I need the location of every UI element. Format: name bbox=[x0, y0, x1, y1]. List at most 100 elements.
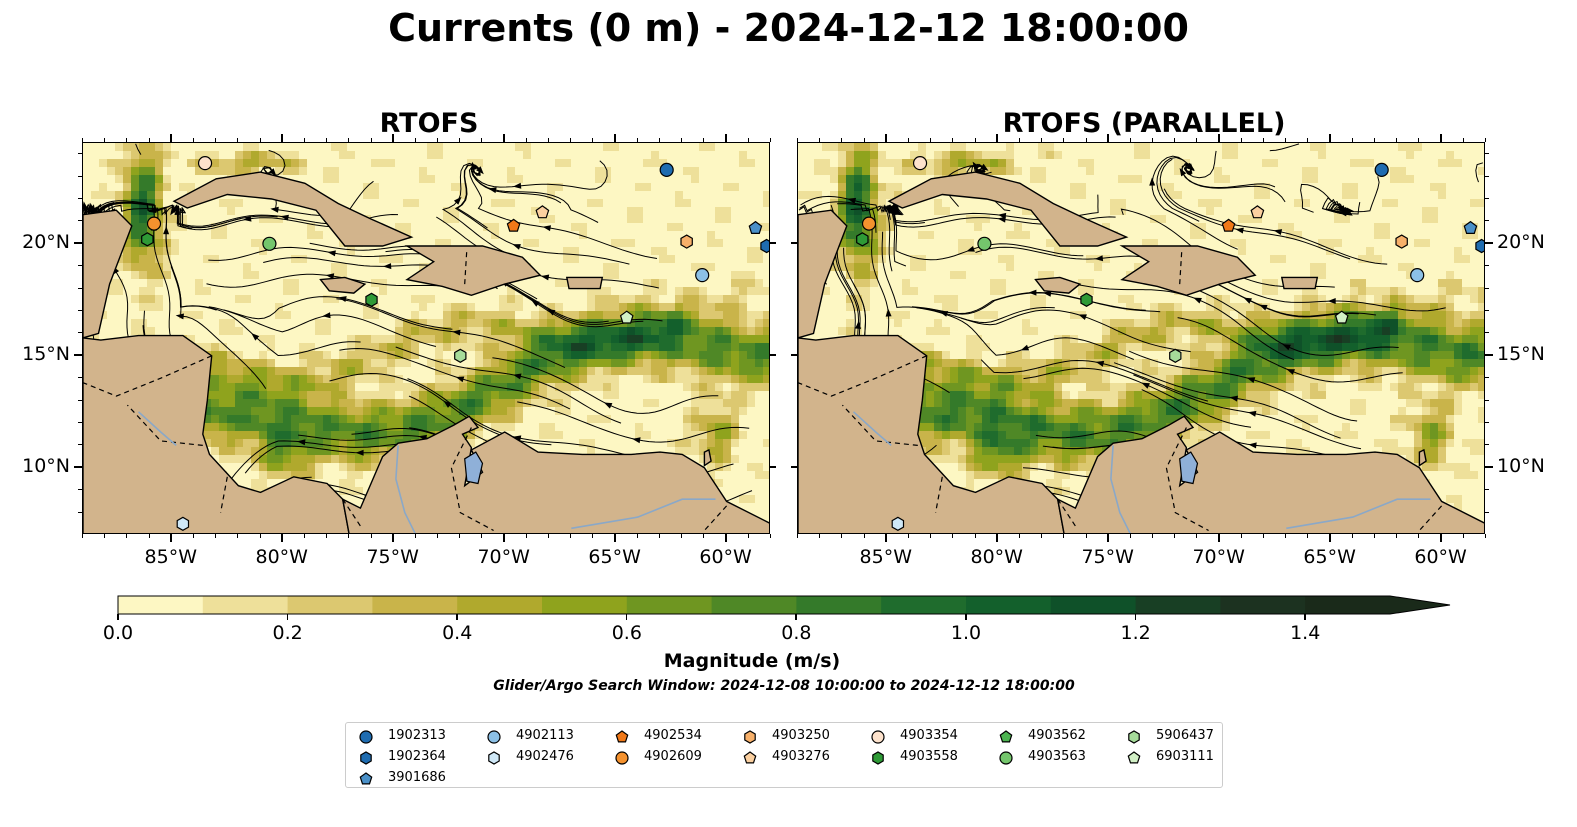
lat-minor-tick-right bbox=[1485, 153, 1489, 155]
lon-minor-tick bbox=[503, 534, 505, 538]
lon-minor-tick bbox=[1285, 534, 1287, 538]
country-borders bbox=[798, 248, 1443, 532]
lon-minor-tick-top bbox=[570, 138, 572, 142]
float-3901686 bbox=[748, 220, 763, 235]
float-5906437 bbox=[1169, 348, 1182, 363]
colorbar-extend-arrow bbox=[1390, 596, 1450, 614]
float-6903111 bbox=[1334, 310, 1349, 324]
lon-minor-tick bbox=[1485, 534, 1486, 538]
lon-minor-tick bbox=[437, 534, 439, 538]
lon-minor-tick bbox=[996, 534, 998, 538]
lat-minor-tick bbox=[78, 422, 82, 423]
lon-minor-tick-top bbox=[148, 138, 150, 142]
lat-minor-tick bbox=[78, 511, 82, 513]
lon-tick-mark bbox=[995, 534, 998, 542]
land-lesser bbox=[703, 448, 712, 467]
land-southam bbox=[341, 415, 769, 533]
lon-minor-tick bbox=[525, 534, 527, 538]
lon-minor-tick-top bbox=[703, 138, 705, 142]
lon-minor-tick-top bbox=[1307, 138, 1309, 142]
lat-minor-tick bbox=[78, 399, 82, 401]
lon-minor-tick bbox=[681, 534, 683, 538]
land-jamaica bbox=[319, 276, 367, 294]
lon-minor-tick-top bbox=[885, 138, 887, 142]
lon-minor-tick-top bbox=[370, 138, 372, 142]
lon-minor-tick-top bbox=[481, 138, 483, 142]
lon-minor-tick bbox=[192, 534, 194, 538]
lon-minor-tick bbox=[148, 534, 150, 538]
lon-minor-tick-top bbox=[841, 138, 843, 142]
lake-maracaibo bbox=[1179, 451, 1199, 485]
lon-minor-tick-top bbox=[1152, 138, 1154, 142]
lat-minor-tick-right bbox=[1485, 265, 1489, 267]
lon-minor-tick bbox=[215, 534, 217, 538]
lon-minor-tick bbox=[1396, 534, 1398, 538]
lon-minor-tick bbox=[392, 534, 394, 538]
colorbar-segment bbox=[966, 596, 1052, 614]
legend-marker-icon bbox=[359, 772, 373, 785]
lon-minor-tick bbox=[659, 534, 661, 538]
float-4903250 bbox=[1395, 234, 1408, 249]
float-4903250 bbox=[680, 234, 693, 249]
colorbar-segment bbox=[626, 596, 713, 614]
colorbar-segment bbox=[202, 596, 289, 614]
lon-tick-mark bbox=[1217, 534, 1220, 542]
lon-tick-label: 75°W bbox=[366, 546, 419, 568]
float-5906437 bbox=[454, 348, 467, 363]
lon-minor-tick-top bbox=[170, 138, 172, 142]
colorbar-tick-label: 1.4 bbox=[1290, 622, 1321, 644]
lat-minor-tick bbox=[78, 198, 82, 199]
lon-tick-mark bbox=[502, 534, 505, 542]
lon-minor-tick bbox=[725, 534, 727, 538]
lon-tick-label: 75°W bbox=[1081, 546, 1134, 568]
map-svg-rtofs bbox=[83, 143, 769, 533]
lon-minor-tick-top bbox=[1396, 138, 1398, 142]
lat-tick-mark-mid2 bbox=[791, 465, 797, 468]
lon-minor-tick bbox=[259, 534, 261, 538]
rivers bbox=[137, 411, 716, 533]
float-4903558 bbox=[365, 292, 378, 307]
lat-minor-tick-right bbox=[1485, 242, 1489, 244]
lon-tick-label: 70°W bbox=[477, 546, 530, 568]
lon-tick-mark bbox=[169, 534, 172, 542]
float-markers bbox=[141, 156, 769, 531]
lon-minor-tick bbox=[1218, 534, 1220, 538]
lon-minor-tick-top bbox=[592, 138, 594, 142]
lon-minor-tick bbox=[126, 534, 128, 538]
colorbar-tick-label: 0.8 bbox=[781, 622, 812, 644]
lat-tick-mark-mid2 bbox=[791, 353, 797, 356]
lon-minor-tick bbox=[952, 534, 954, 538]
colorbar-segment bbox=[372, 596, 458, 614]
lon-minor-tick-top bbox=[237, 138, 239, 142]
lon-minor-tick-top bbox=[414, 138, 416, 142]
lon-minor-tick-top bbox=[437, 138, 439, 142]
land-lesser bbox=[1418, 448, 1427, 467]
colorbar-segment bbox=[287, 596, 373, 614]
rivers bbox=[852, 411, 1431, 533]
land-hispaniola bbox=[404, 245, 542, 297]
float-4903276 bbox=[535, 205, 550, 219]
country-borders bbox=[83, 248, 728, 532]
legend-marker-icon bbox=[1127, 751, 1141, 764]
colorbar-tick-label: 1.0 bbox=[950, 622, 982, 644]
lat-tick-label-left: 15°N bbox=[22, 342, 70, 365]
float-1902313 bbox=[659, 162, 674, 177]
float-legend: 1902313 1902364 3901686 4902113 4902476 49025… bbox=[345, 722, 1223, 788]
lon-minor-tick-top bbox=[1196, 138, 1198, 142]
lake-maracaibo bbox=[464, 451, 484, 485]
lon-minor-tick bbox=[1351, 534, 1353, 538]
float-1902364 bbox=[1475, 238, 1484, 254]
legend-marker-icon bbox=[360, 751, 372, 765]
lon-minor-tick-top bbox=[819, 138, 821, 142]
lon-minor-tick-top bbox=[974, 138, 976, 142]
legend-marker-icon bbox=[743, 751, 757, 764]
land bbox=[83, 171, 769, 533]
lat-minor-tick-right bbox=[1485, 422, 1489, 423]
land-hispaniola bbox=[1119, 245, 1257, 297]
lat-tick-mark-right bbox=[1485, 353, 1493, 356]
lon-minor-tick bbox=[548, 534, 550, 538]
lon-minor-tick bbox=[636, 534, 638, 538]
lon-minor-tick-top bbox=[281, 138, 283, 142]
lon-minor-tick bbox=[1307, 534, 1309, 538]
lon-minor-tick bbox=[570, 534, 572, 538]
